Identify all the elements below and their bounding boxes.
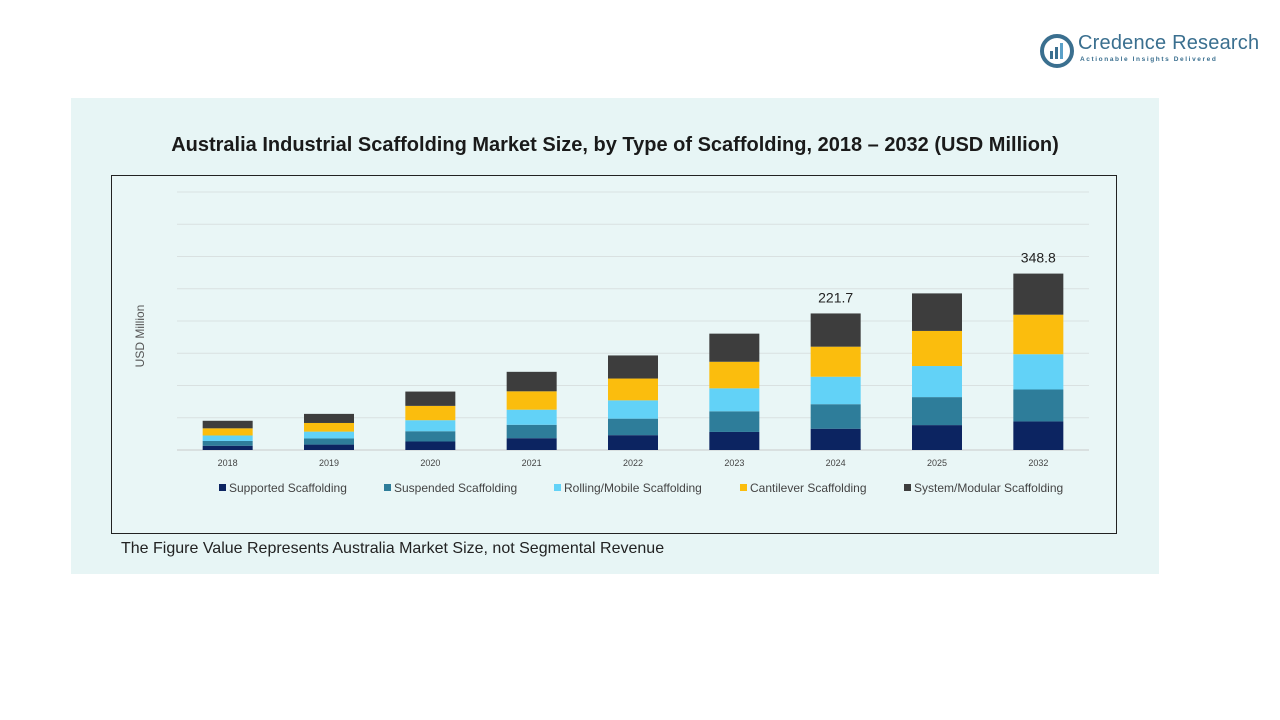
legend-item: Supported Scaffolding bbox=[219, 481, 347, 495]
bar-segment bbox=[1013, 421, 1064, 450]
bar-segment bbox=[405, 391, 456, 406]
bar-segment bbox=[405, 420, 456, 432]
stacked-bar-chart: USD Million 2018 2019 2020 2021 2022 2023 2024 2… bbox=[133, 191, 1089, 495]
bar-segment bbox=[1013, 273, 1064, 315]
bar-segment bbox=[709, 388, 760, 412]
bar-segment bbox=[912, 330, 962, 367]
bar-segment bbox=[608, 378, 658, 401]
bar-segment bbox=[202, 420, 253, 429]
bar-segment bbox=[304, 444, 354, 450]
legend-item: System/Modular Scaffolding bbox=[904, 481, 1063, 495]
bar-segment bbox=[810, 346, 861, 377]
plot-area: USD Million 2018 2019 2020 2021 2022 2023 2024 2… bbox=[111, 175, 1117, 534]
x-tick-label: 2022 bbox=[623, 458, 643, 468]
legend-swatch bbox=[554, 484, 561, 491]
legend-label: Cantilever Scaffolding bbox=[750, 481, 867, 495]
bar-segment bbox=[506, 409, 557, 425]
bar-segment bbox=[304, 422, 354, 432]
x-tick-label: 2024 bbox=[826, 458, 846, 468]
legend-swatch bbox=[384, 484, 391, 491]
legend-label: Rolling/Mobile Scaffolding bbox=[564, 481, 702, 495]
legend-label: Supported Scaffolding bbox=[229, 481, 347, 495]
legend-swatch bbox=[904, 484, 911, 491]
footnote: The Figure Value Represents Australia Ma… bbox=[121, 540, 665, 557]
bar-segment bbox=[202, 435, 253, 441]
legend-item: Rolling/Mobile Scaffolding bbox=[554, 481, 702, 495]
legend-swatch bbox=[740, 484, 747, 491]
legend-label: System/Modular Scaffolding bbox=[914, 481, 1063, 495]
bar-segment bbox=[1013, 354, 1064, 390]
bar-segment bbox=[810, 313, 861, 347]
bar-segment bbox=[202, 428, 253, 436]
legend-item: Cantilever Scaffolding bbox=[740, 481, 867, 495]
bar-segment bbox=[506, 438, 557, 450]
bar-segment bbox=[709, 411, 760, 432]
brand-tagline: Actionable Insights Delivered bbox=[1080, 56, 1218, 63]
bar-segment bbox=[912, 293, 962, 331]
bar-segment bbox=[709, 431, 760, 450]
x-tick-label: 2020 bbox=[420, 458, 440, 468]
bar-segment bbox=[912, 425, 962, 450]
brand-logo: Credence Research Actionable Insights De… bbox=[1040, 30, 1259, 70]
data-label: 348.8 bbox=[1021, 250, 1056, 266]
brand-name: Credence Research bbox=[1078, 32, 1260, 54]
bar-segment bbox=[608, 418, 658, 436]
chart-title: Australia Industrial Scaffolding Market … bbox=[171, 134, 1059, 156]
bar-segment bbox=[608, 400, 658, 419]
bar-segment bbox=[506, 424, 557, 439]
bar-segment bbox=[405, 405, 456, 421]
legend-label: Suspended Scaffolding bbox=[394, 481, 517, 495]
bar-segment bbox=[608, 355, 658, 379]
x-tick-label: 2032 bbox=[1028, 458, 1048, 468]
y-axis-label: USD Million bbox=[133, 305, 147, 368]
bar-segment bbox=[1013, 389, 1064, 422]
bar-segment bbox=[912, 366, 962, 398]
x-tick-label: 2021 bbox=[522, 458, 542, 468]
bar-segment bbox=[506, 391, 557, 410]
x-tick-label: 2025 bbox=[927, 458, 947, 468]
x-tick-label: 2023 bbox=[724, 458, 744, 468]
bar-segment bbox=[709, 333, 760, 362]
bar-segment bbox=[709, 361, 760, 389]
logo-icon bbox=[1040, 34, 1074, 68]
bar-segment bbox=[304, 431, 354, 439]
bar-segment bbox=[506, 371, 557, 392]
bar-segment bbox=[810, 404, 861, 429]
bar-segment bbox=[202, 440, 253, 446]
bar-segment bbox=[304, 438, 354, 445]
bar-segment bbox=[1013, 314, 1064, 355]
x-tick-label: 2018 bbox=[218, 458, 238, 468]
data-label: 221.7 bbox=[818, 289, 853, 305]
bar-segment bbox=[202, 445, 253, 450]
legend-swatch bbox=[219, 484, 226, 491]
bar-segment bbox=[810, 428, 861, 450]
bar-segment bbox=[304, 413, 354, 423]
x-tick-label: 2019 bbox=[319, 458, 339, 468]
bar-segment bbox=[405, 441, 456, 450]
bar-segment bbox=[608, 435, 658, 450]
bar-segment bbox=[405, 431, 456, 442]
legend-item: Suspended Scaffolding bbox=[384, 481, 517, 495]
bar-segment bbox=[810, 376, 861, 405]
chart-panel: Australia Industrial Scaffolding Market … bbox=[71, 98, 1159, 574]
bar-segment bbox=[912, 397, 962, 426]
